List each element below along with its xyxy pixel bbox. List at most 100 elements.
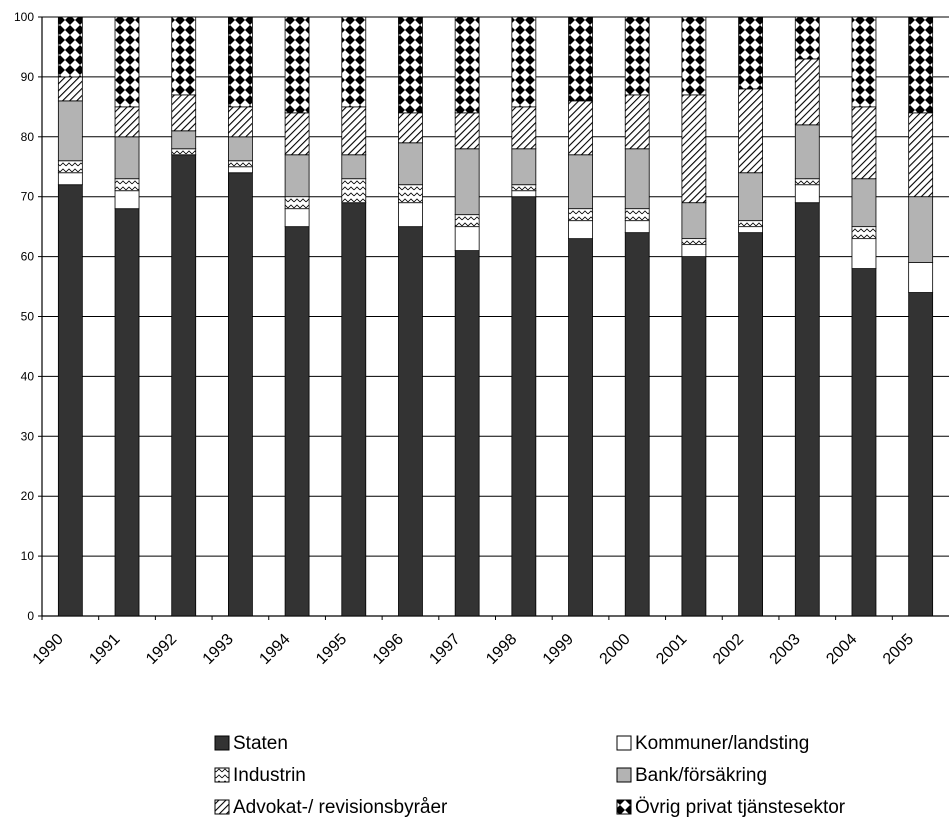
bar-segment-1999-1 — [568, 220, 593, 240]
bar-segment-1997-1 — [454, 226, 480, 252]
bar-segment-2004-0 — [851, 268, 877, 617]
bar-segment-2003-4 — [794, 58, 820, 126]
bar-segment-1990-1 — [57, 172, 83, 186]
bar-segment-1991-4 — [114, 106, 140, 138]
y-tick-label: 60 — [21, 250, 35, 264]
y-tick-label: 40 — [21, 369, 35, 383]
legend-swatch-5 — [616, 799, 632, 815]
bar-segment-2005-1 — [908, 262, 934, 293]
bar-segment-1993-4 — [228, 106, 253, 138]
bar-segment-1994-5 — [284, 16, 310, 114]
bar-segment-1994-2 — [284, 196, 310, 210]
bar-segment-2004-3 — [851, 178, 877, 228]
bar-segment-1990-3 — [57, 100, 83, 162]
bar-segment-2003-2 — [794, 178, 820, 186]
y-tick-label: 70 — [21, 190, 35, 204]
bar-segment-2001-1 — [681, 244, 707, 257]
bar-segment-1995-3 — [341, 154, 367, 180]
bar-segment-1992-0 — [171, 154, 197, 617]
legend-swatch-3 — [616, 767, 632, 783]
bar-segment-1999-5 — [568, 16, 593, 102]
x-tick-label: 2004 — [823, 631, 860, 668]
bar-segment-2001-4 — [681, 94, 707, 204]
x-tick-label: 2002 — [710, 631, 747, 668]
x-tick-label: 1998 — [483, 631, 520, 668]
bar-segment-2000-0 — [624, 232, 650, 617]
bar-segment-2002-2 — [738, 220, 763, 228]
bar-segment-2001-3 — [681, 202, 707, 240]
x-tick-label: 2001 — [653, 631, 690, 668]
bar-segment-1993-3 — [228, 136, 253, 162]
bar-segment-1990-4 — [57, 76, 83, 102]
y-tick-label: 90 — [21, 70, 35, 84]
bar-segment-1992-4 — [171, 94, 197, 132]
bar-segment-1993-5 — [228, 16, 253, 108]
bar-segment-1997-2 — [454, 214, 480, 228]
bar-segment-2002-1 — [738, 226, 763, 234]
bar-segment-1997-0 — [454, 250, 480, 617]
y-tick-label: 10 — [21, 549, 35, 563]
bar-segment-2004-1 — [851, 238, 877, 269]
bar-segment-2002-4 — [738, 88, 763, 174]
y-tick-label: 50 — [21, 310, 35, 324]
bar-segment-2002-0 — [738, 232, 763, 617]
x-tick-label: 1991 — [86, 631, 123, 668]
bar-segment-2005-4 — [908, 112, 934, 198]
legend: Staten Kommuner/landsting Industrin Bank/fö… — [214, 733, 846, 818]
bar-segment-2005-3 — [908, 196, 934, 263]
bar-segment-2003-0 — [794, 202, 820, 617]
bar-segment-1990-0 — [57, 184, 83, 617]
x-tick-label: 2000 — [597, 631, 634, 668]
y-tick-label: 0 — [27, 609, 34, 623]
bar-segment-2001-0 — [681, 256, 707, 617]
legend-label-5: Övrig privat tjänstesektor — [635, 797, 846, 818]
bar-segment-1996-1 — [398, 202, 423, 228]
bar-segment-1994-3 — [284, 154, 310, 198]
bar-segment-1997-3 — [454, 148, 480, 216]
bar-segment-1993-0 — [228, 172, 253, 617]
y-tick-label: 100 — [14, 10, 34, 24]
x-tick-label: 1993 — [200, 631, 237, 668]
x-tick-label: 1992 — [143, 631, 180, 668]
legend-label-1: Kommuner/landsting — [635, 733, 809, 754]
bar-segment-1991-5 — [114, 16, 140, 108]
bar-segment-1991-3 — [114, 136, 140, 180]
bar-segment-1998-2 — [511, 184, 537, 192]
legend-label-3: Bank/försäkring — [635, 765, 767, 786]
bar-segment-1998-4 — [511, 106, 537, 150]
x-tick-label: 1994 — [256, 631, 293, 668]
x-tick-label: 1990 — [30, 631, 67, 668]
x-tick-label: 1995 — [313, 631, 350, 668]
bar-segment-1998-0 — [511, 196, 537, 617]
bar-segment-1991-0 — [114, 208, 140, 617]
bar-segment-2000-4 — [624, 94, 650, 150]
bar-segment-1999-4 — [568, 100, 593, 156]
bar-segment-1990-5 — [57, 16, 83, 78]
bar-segment-1995-0 — [341, 202, 367, 617]
y-tick-label: 80 — [21, 130, 35, 144]
x-tick-label: 1999 — [540, 631, 577, 668]
bar-segment-1992-3 — [171, 130, 197, 150]
bar-segment-1999-0 — [568, 238, 593, 617]
legend-swatch-0 — [214, 735, 230, 751]
bar-segment-1996-2 — [398, 184, 423, 204]
bar-segment-1995-5 — [341, 16, 367, 108]
bar-segment-1997-5 — [454, 16, 480, 114]
bar-segment-1993-2 — [228, 160, 253, 168]
bar-segment-1995-4 — [341, 106, 367, 156]
bar-segment-1995-2 — [341, 178, 367, 204]
bar-segment-2000-3 — [624, 148, 650, 210]
bar-segment-1996-3 — [398, 142, 423, 186]
y-tick-label: 20 — [21, 489, 35, 503]
x-tick-label: 2003 — [767, 631, 804, 668]
bar-segment-1998-1 — [511, 190, 537, 198]
legend-swatch-1 — [616, 735, 632, 751]
legend-label-4: Advokat-/ revisionsbyråer — [233, 797, 448, 818]
bar-segment-2001-5 — [681, 16, 707, 96]
bar-segment-2003-3 — [794, 124, 820, 180]
bar-segment-1991-1 — [114, 190, 140, 210]
bar-segment-1997-4 — [454, 112, 480, 150]
bars — [57, 16, 934, 617]
bar-segment-2002-5 — [738, 16, 763, 90]
